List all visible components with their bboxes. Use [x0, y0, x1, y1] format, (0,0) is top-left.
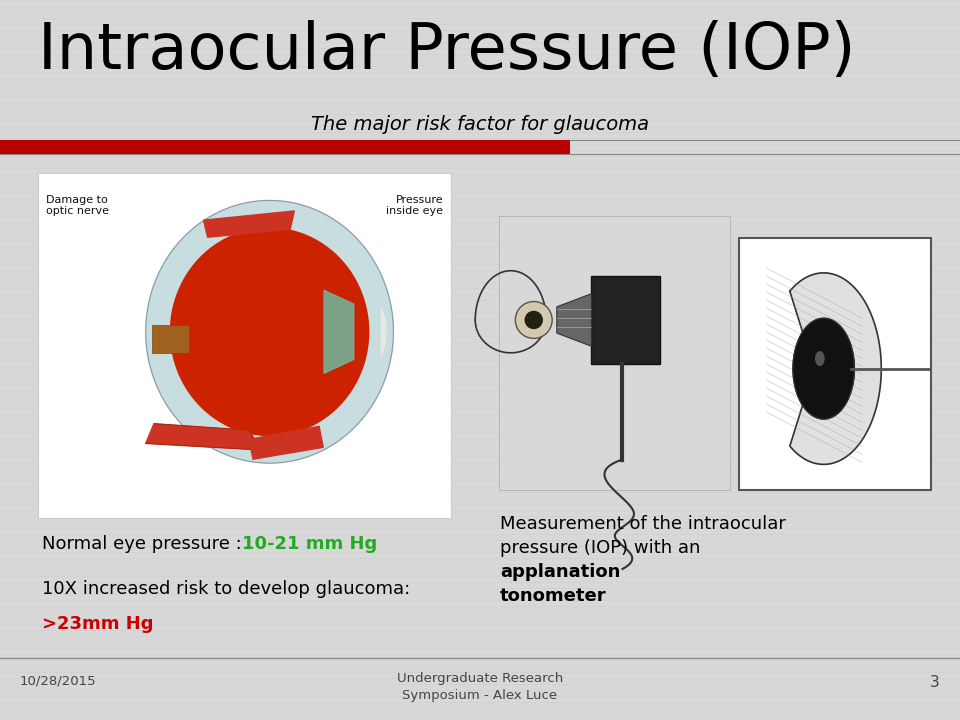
Text: applanation
tonometer: applanation tonometer	[500, 563, 620, 605]
Polygon shape	[146, 200, 394, 463]
Circle shape	[516, 302, 552, 338]
Polygon shape	[146, 423, 261, 450]
Polygon shape	[249, 426, 324, 459]
Bar	[0, 140, 570, 154]
Text: Normal eye pressure :: Normal eye pressure :	[42, 535, 248, 553]
Text: 10/28/2015: 10/28/2015	[20, 675, 97, 688]
Polygon shape	[790, 273, 881, 464]
Text: 10X increased risk to develop glaucoma:: 10X increased risk to develop glaucoma:	[42, 580, 410, 598]
Text: Intraocular Pressure (IOP): Intraocular Pressure (IOP)	[38, 20, 855, 82]
Text: Undergraduate Research
Symposium - Alex Luce: Undergraduate Research Symposium - Alex …	[396, 672, 564, 702]
Circle shape	[524, 311, 543, 329]
Polygon shape	[381, 309, 386, 355]
Text: 3: 3	[930, 675, 940, 690]
Polygon shape	[324, 290, 354, 373]
Text: 10-21 mm Hg: 10-21 mm Hg	[242, 535, 377, 553]
Polygon shape	[171, 228, 369, 436]
Polygon shape	[557, 294, 591, 346]
Ellipse shape	[815, 351, 825, 366]
Bar	[38, 173, 451, 518]
Text: Measurement of the intraocular
pressure (IOP) with an: Measurement of the intraocular pressure …	[500, 515, 786, 557]
Bar	[153, 325, 189, 353]
Bar	[499, 216, 730, 490]
Polygon shape	[793, 318, 854, 419]
Text: The major risk factor for glaucoma: The major risk factor for glaucoma	[311, 115, 649, 134]
Text: Damage to
optic nerve: Damage to optic nerve	[46, 195, 109, 217]
Polygon shape	[204, 211, 295, 237]
Text: >23mm Hg: >23mm Hg	[42, 615, 154, 633]
Bar	[591, 276, 660, 364]
Bar	[739, 238, 931, 490]
Text: Pressure
inside eye: Pressure inside eye	[386, 195, 444, 217]
